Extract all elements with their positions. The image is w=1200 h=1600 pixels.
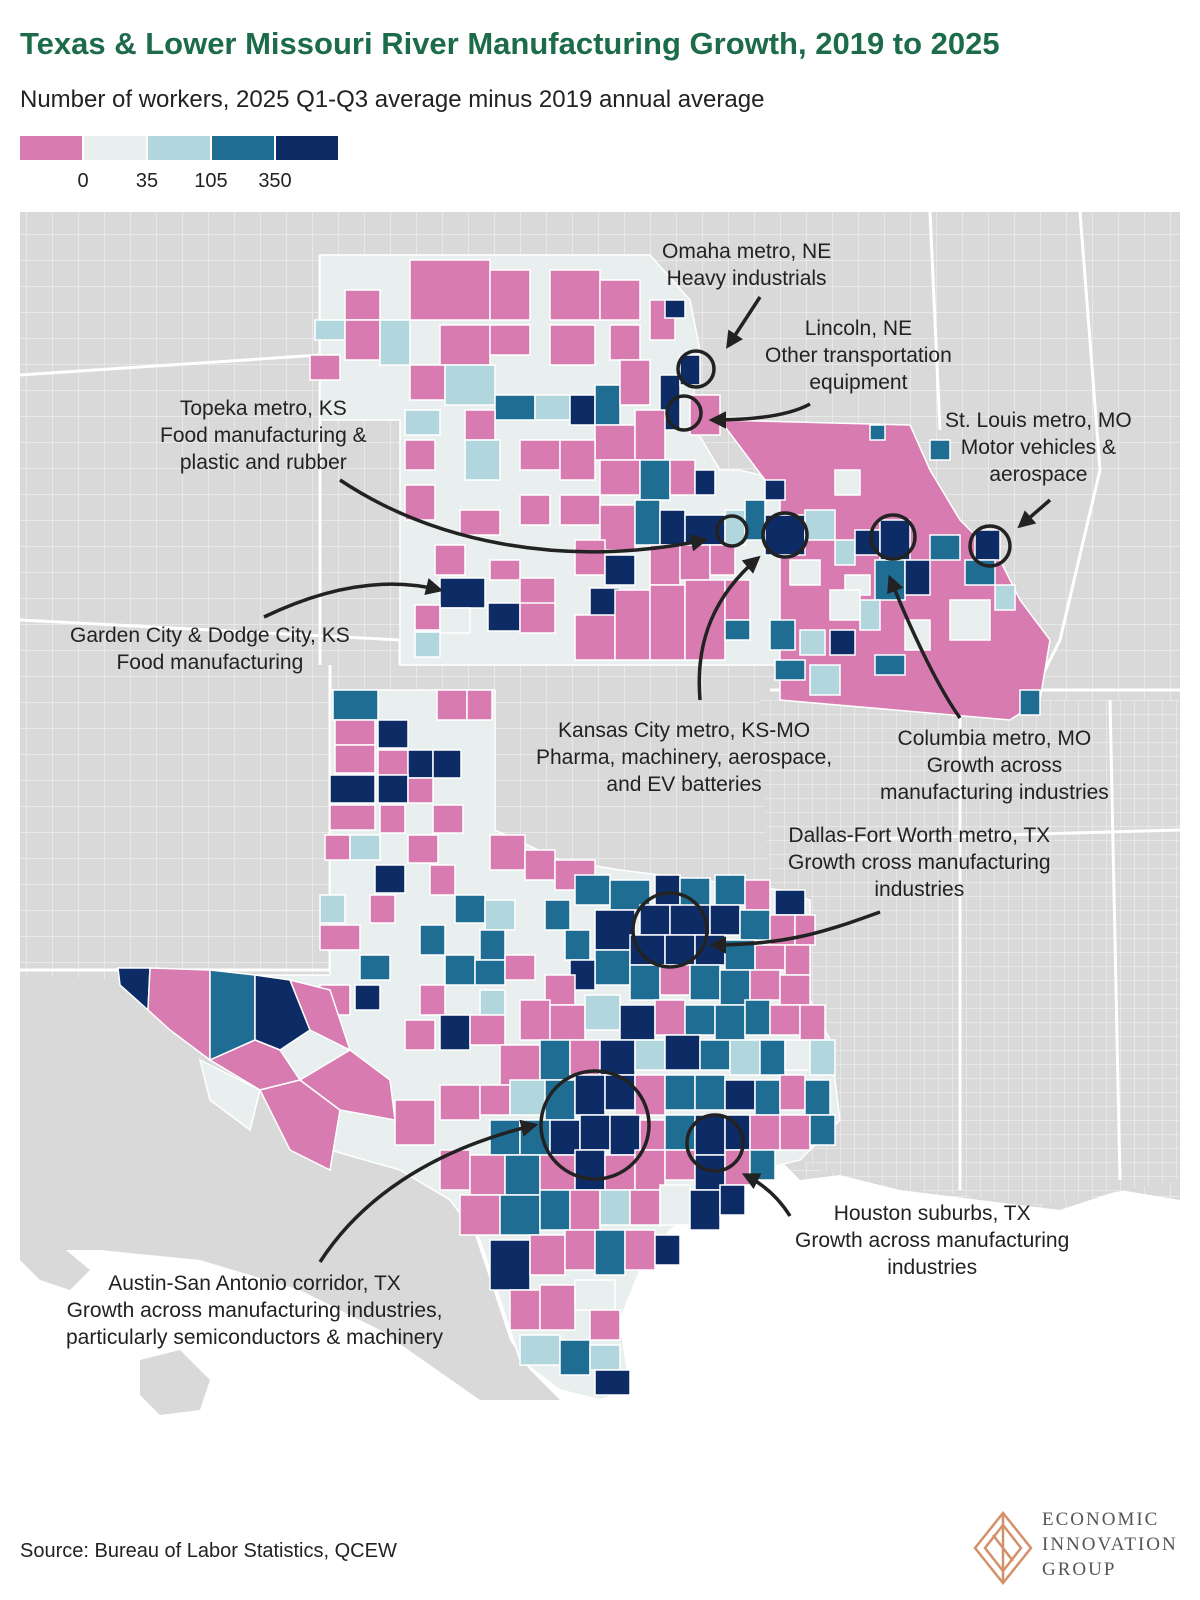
houston-label-line1: Houston suburbs, TX	[833, 1202, 1031, 1225]
omaha-arrow	[726, 296, 762, 349]
omaha-label: Omaha metro, NE Heavy industrials	[662, 238, 831, 292]
austin-arrow	[318, 1119, 539, 1263]
background-island-2	[140, 1350, 210, 1415]
houston-label-line2: Growth across manufacturing	[795, 1229, 1070, 1252]
highlight-circles	[539, 349, 1012, 1181]
austin-label-line2: Growth across manufacturing industries,	[66, 1299, 443, 1322]
dfw-circle	[631, 891, 709, 969]
stlouis-circle	[968, 524, 1012, 568]
chart-title: Texas & Lower Missouri River Manufacturi…	[20, 26, 1000, 61]
county-cells	[117, 259, 1041, 1396]
garden-label: Garden City & Dodge City, KS Food manufa…	[70, 622, 350, 676]
stlouis-label-line2: Motor vehicles &	[960, 436, 1116, 459]
austin-label-line1: Austin-San Antonio corridor, TX	[108, 1272, 401, 1295]
dfw-label-line1: Dallas-Fort Worth metro, TX	[788, 824, 1051, 847]
stlouis-label: St. Louis metro, MO Motor vehicles & aer…	[945, 407, 1132, 488]
county-map	[19, 211, 1181, 1415]
background-island-1	[20, 1235, 90, 1290]
legend-tick-0: 0	[77, 170, 89, 192]
garden-arrow	[263, 578, 444, 619]
kc-circle	[761, 511, 809, 559]
topeka-label-line2: Food manufacturing &	[160, 424, 367, 447]
columbia-label-line1: Columbia metro, MO	[897, 727, 1092, 750]
legend-swatch-3	[148, 136, 210, 160]
columbia-label-line3: manufacturing industries	[880, 781, 1109, 804]
dfw-label-line3: industries	[874, 878, 965, 901]
garden-label-line1: Garden City & Dodge City, KS	[70, 624, 350, 647]
omaha-circle	[676, 349, 716, 389]
topeka-circle	[715, 514, 749, 548]
logo-line1: ECONOMIC	[1042, 1509, 1160, 1530]
stlouis-label-line1: St. Louis metro, MO	[945, 409, 1132, 432]
legend-swatch-5	[276, 136, 338, 160]
lincoln-label-line2: Other transportation	[765, 344, 952, 367]
garden-label-line2: Food manufacturing	[116, 651, 304, 674]
houston-arrow	[741, 1173, 792, 1217]
topeka-label: Topeka metro, KS Food manufacturing & pl…	[160, 395, 367, 476]
stlouis-arrow	[1017, 498, 1052, 529]
lincoln-label-line3: equipment	[809, 371, 908, 394]
columbia-arrow	[887, 574, 962, 720]
columbia-circle	[869, 513, 917, 561]
omaha-label-line2: Heavy industrials	[666, 267, 827, 290]
source-note: Source: Bureau of Labor Statistics, QCEW	[20, 1540, 397, 1562]
annotation-arrows	[263, 296, 1052, 1263]
legend: 0 35 105 350	[20, 136, 350, 196]
austin-circle	[539, 1069, 651, 1181]
dfw-label-line2: Growth cross manufacturing	[788, 851, 1051, 874]
legend-swatch-2	[84, 136, 146, 160]
legend-tick-105: 105	[194, 170, 228, 192]
columbia-label: Columbia metro, MO Growth across manufac…	[880, 725, 1109, 806]
kc-label-line1: Kansas City metro, KS-MO	[558, 719, 811, 742]
houston-label-line3: industries	[887, 1256, 978, 1279]
austin-label: Austin-San Antonio corridor, TX Growth a…	[66, 1270, 443, 1351]
background-mexico	[20, 975, 560, 1400]
topeka-arrow	[339, 478, 709, 554]
lincoln-arrow	[708, 402, 811, 429]
legend-swatch-4	[212, 136, 274, 160]
kc-label-line3: and EV batteries	[606, 773, 762, 796]
kc-label-line2: Pharma, machinery, aerospace,	[536, 746, 833, 769]
dfw-label: Dallas-Fort Worth metro, TX Growth cross…	[788, 822, 1051, 903]
topeka-label-line1: Topeka metro, KS	[179, 397, 347, 420]
lincoln-label: Lincoln, NE Other transportation equipme…	[765, 315, 952, 396]
background-east	[760, 700, 1180, 1205]
houston-circle	[685, 1113, 745, 1173]
topeka-label-line3: plastic and rubber	[179, 451, 347, 474]
eig-logo-icon	[973, 1510, 1033, 1586]
logo-line3: GROUP	[1042, 1559, 1117, 1580]
legend-tick-350: 350	[258, 170, 292, 192]
stlouis-label-line3: aerospace	[989, 463, 1088, 486]
omaha-label-line1: Omaha metro, NE	[662, 240, 832, 263]
kc-arrow	[697, 555, 761, 701]
kc-label: Kansas City metro, KS-MO Pharma, machine…	[536, 717, 832, 798]
legend-tick-35: 35	[135, 170, 159, 192]
legend-swatch-1	[20, 136, 82, 160]
houston-label: Houston suburbs, TX Growth across manufa…	[795, 1200, 1069, 1281]
lincoln-label-line1: Lincoln, NE	[804, 317, 913, 340]
eig-logo-text: ECONOMIC INNOVATION GROUP	[1042, 1507, 1178, 1582]
chart-subtitle: Number of workers, 2025 Q1-Q3 average mi…	[20, 86, 765, 113]
logo-line2: INNOVATION	[1042, 1534, 1178, 1555]
columbia-label-line2: Growth across	[926, 754, 1063, 777]
austin-label-line3: particularly semiconductors & machinery	[66, 1326, 443, 1349]
lincoln-circle	[665, 394, 703, 432]
dfw-arrow	[708, 910, 881, 954]
